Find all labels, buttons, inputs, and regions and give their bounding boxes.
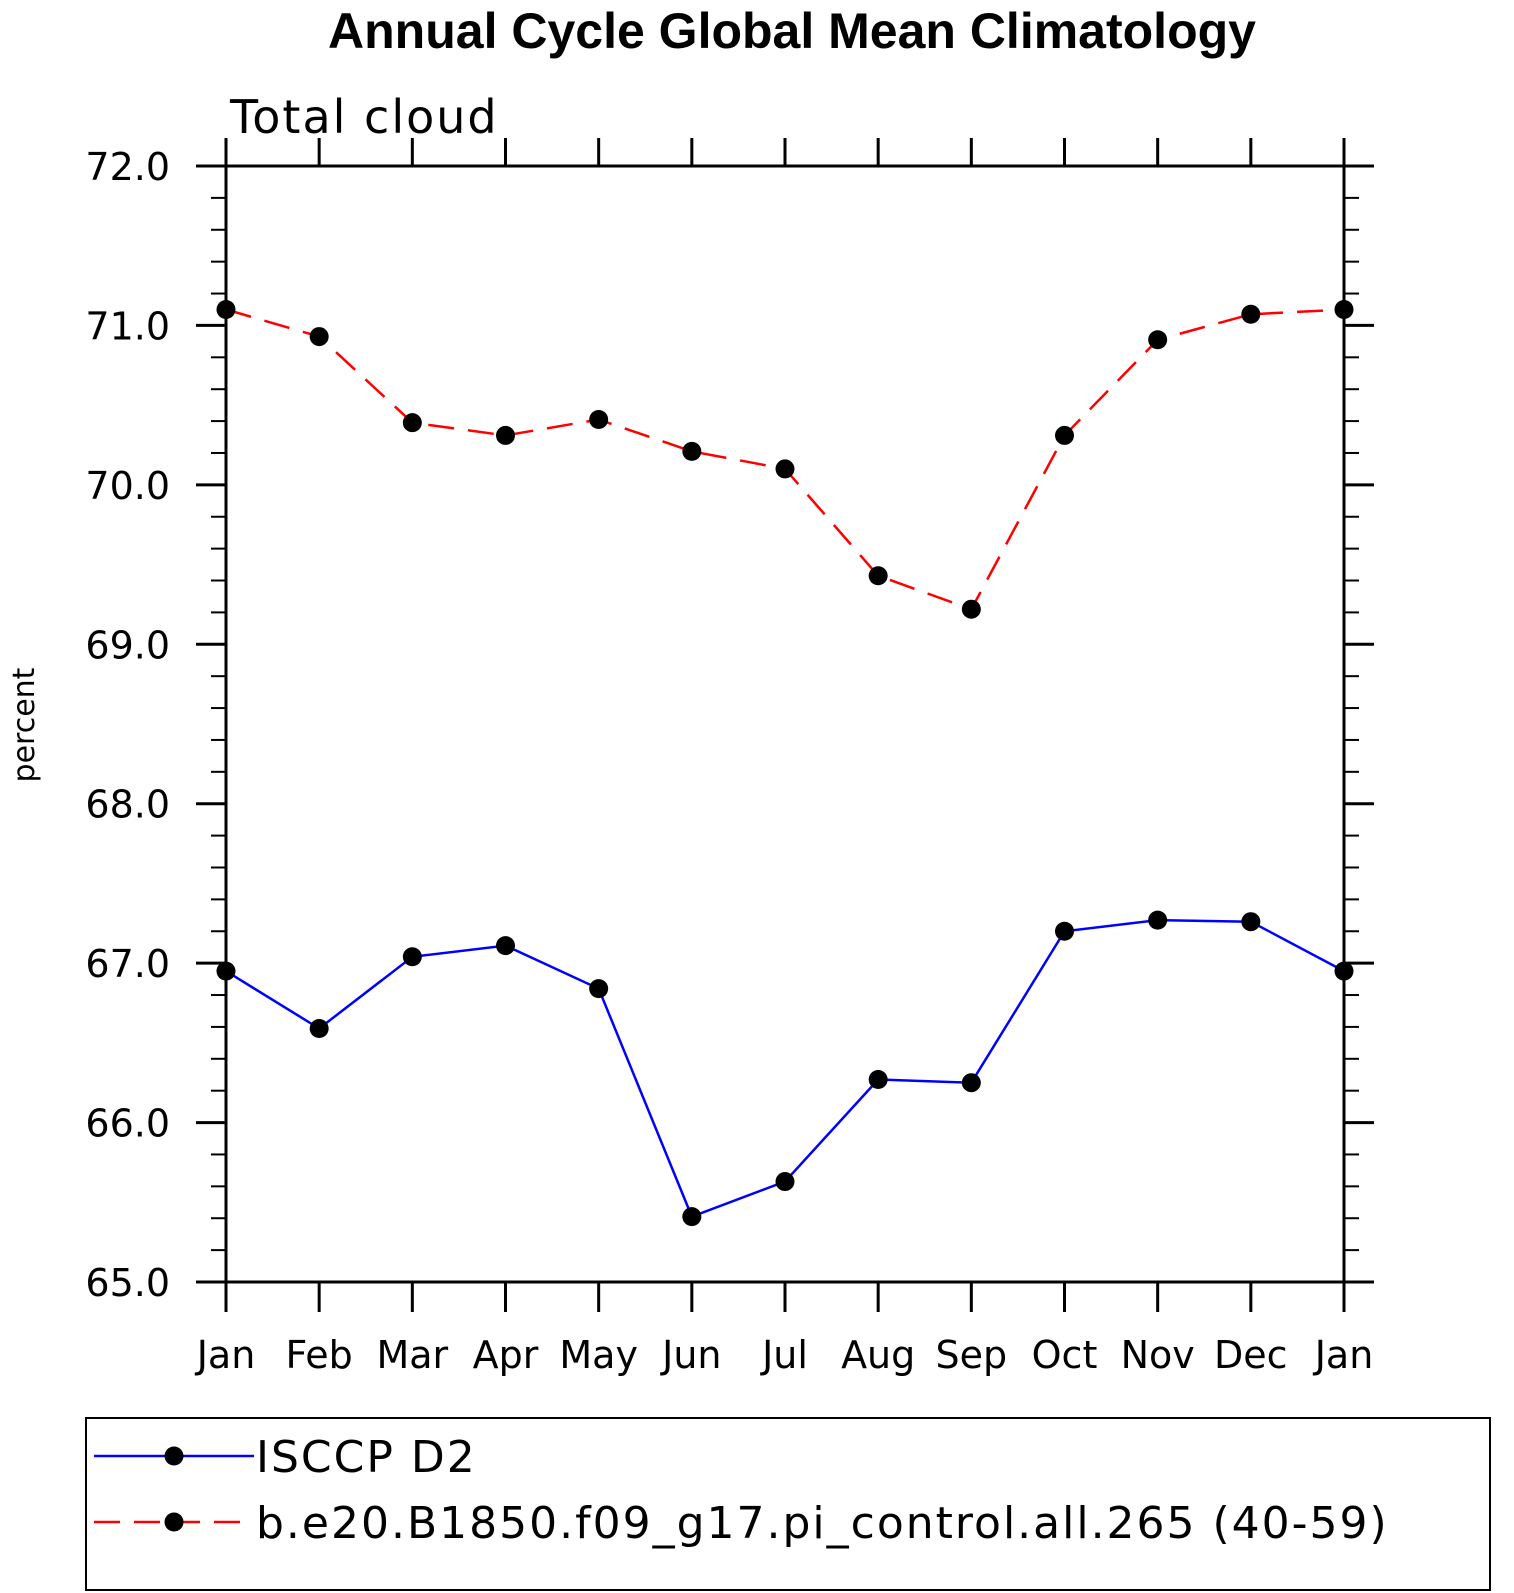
- data-point: [1334, 961, 1354, 981]
- y-axis-label: percent: [7, 667, 42, 782]
- y-tick-label: 68.0: [85, 783, 170, 827]
- data-point: [496, 425, 515, 445]
- chart-title: Annual Cycle Global Mean Climatology: [328, 3, 1256, 59]
- x-tick-label: Apr: [473, 1333, 539, 1377]
- legend: ISCCP D2 b.e20.B1850.f09_g17.pi_control.a…: [94, 1432, 1389, 1549]
- x-tick-label: Sep: [936, 1333, 1008, 1377]
- x-tick-label: May: [559, 1333, 638, 1377]
- series-1: [216, 910, 1354, 1227]
- data-point: [682, 441, 702, 461]
- y-tick-label: 69.0: [85, 623, 170, 667]
- y-tick-label: 67.0: [85, 942, 170, 986]
- y-tick-label: 70.0: [85, 464, 170, 508]
- series-2: [216, 299, 1354, 619]
- data-point: [1241, 912, 1261, 932]
- data-point: [216, 299, 236, 319]
- plot-frame: [224, 164, 1346, 1284]
- y-tick-labels: 65.0 66.0 67.0 68.0 69.0 70.0 71.0 72.0: [85, 145, 170, 1305]
- legend-marker: [164, 1512, 184, 1532]
- x-tick-label: Dec: [1214, 1333, 1288, 1377]
- y-tick-label: 71.0: [85, 304, 170, 348]
- x-tick-label: Aug: [841, 1333, 915, 1377]
- data-point: [402, 947, 422, 967]
- x-tick-label: Jul: [760, 1333, 808, 1377]
- data-point: [1148, 910, 1168, 930]
- series-line: [225, 308, 1345, 611]
- x-tick-label: Jun: [660, 1333, 721, 1377]
- data-point: [589, 409, 609, 429]
- legend-box: [85, 1417, 1491, 1591]
- chart-subtitle: Total cloud: [229, 90, 499, 144]
- x-tick-label: Jan: [1313, 1333, 1374, 1377]
- x-tick-label: Nov: [1121, 1333, 1195, 1377]
- data-point: [682, 1207, 702, 1227]
- data-point: [775, 459, 795, 479]
- data-point: [961, 599, 981, 619]
- x-tick-label: Jan: [195, 1333, 256, 1377]
- x-tick-label: Oct: [1032, 1333, 1098, 1377]
- data-point: [1148, 330, 1168, 350]
- data-point: [309, 327, 329, 347]
- y-tick-label: 72.0: [85, 145, 170, 189]
- data-point: [961, 1073, 981, 1093]
- data-point: [1334, 299, 1354, 319]
- data-point: [496, 936, 515, 956]
- x-tick-labels: Jan Feb Mar Apr May Jun Jul Aug Sep Oct Nov Dec Jan: [195, 1333, 1374, 1377]
- data-point: [1055, 425, 1074, 445]
- axis-ticks: [196, 138, 1374, 1312]
- legend-label: ISCCP D2: [256, 1432, 477, 1483]
- data-point: [1055, 921, 1074, 941]
- legend-label: b.e20.B1850.f09_g17.pi_control.all.265 (…: [256, 1498, 1389, 1549]
- data-point: [216, 961, 236, 981]
- data-point: [309, 1019, 329, 1039]
- y-tick-label: 66.0: [85, 1102, 170, 1146]
- data-point: [868, 566, 888, 586]
- series-layer: [216, 299, 1354, 1227]
- data-point: [868, 1070, 888, 1090]
- data-point: [402, 413, 422, 433]
- data-point: [1241, 304, 1261, 324]
- x-tick-label: Feb: [286, 1333, 353, 1377]
- data-point: [589, 979, 609, 999]
- legend-marker: [164, 1446, 184, 1466]
- x-tick-label: Mar: [376, 1333, 448, 1377]
- y-tick-label: 65.0: [85, 1261, 170, 1305]
- data-point: [775, 1172, 795, 1192]
